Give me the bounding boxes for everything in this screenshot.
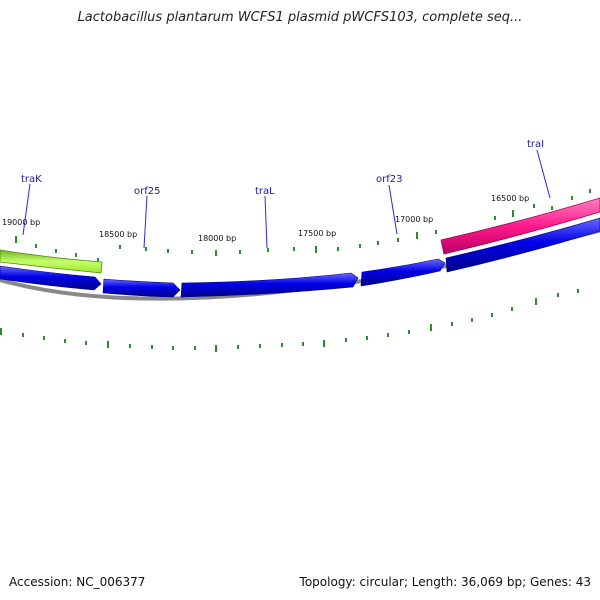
gene-label-orf25[interactable]: orf25 <box>134 186 160 197</box>
gene-tral[interactable] <box>180 272 359 298</box>
gene-orf25[interactable] <box>102 278 181 298</box>
gene-orf23[interactable] <box>360 258 446 287</box>
gene-arrow-right-partial[interactable] <box>445 217 600 273</box>
bp-label: 17000 bp <box>395 215 433 224</box>
outer-tick-ring <box>15 189 591 262</box>
map-title: Lactobacillus plantarum WCFS1 plasmid pW… <box>77 10 523 25</box>
gene-label-tral[interactable]: traL <box>255 186 275 197</box>
gene-label-trai[interactable]: traI <box>527 139 544 150</box>
gene-trak[interactable] <box>0 249 103 274</box>
gene-arrow-left-partial[interactable] <box>0 265 102 291</box>
bp-labels: 19000 bp 18500 bp 18000 bp 17500 bp 1700… <box>2 194 529 243</box>
bp-label: 18000 bp <box>198 234 236 243</box>
gene-label-trak[interactable]: traK <box>21 174 42 185</box>
bp-label: 16500 bp <box>491 194 529 203</box>
gene-callouts <box>22 149 551 249</box>
gene-trai[interactable] <box>440 197 600 255</box>
inner-tick-ring <box>0 289 579 352</box>
accession-text: Accession: NC_006377 <box>9 575 146 589</box>
summary-text: Topology: circular; Length: 36,069 bp; G… <box>299 575 591 589</box>
bp-label: 17500 bp <box>298 229 336 238</box>
gene-label-orf23[interactable]: orf23 <box>376 174 402 185</box>
bp-label: 19000 bp <box>2 218 40 227</box>
bp-label: 18500 bp <box>99 230 137 239</box>
